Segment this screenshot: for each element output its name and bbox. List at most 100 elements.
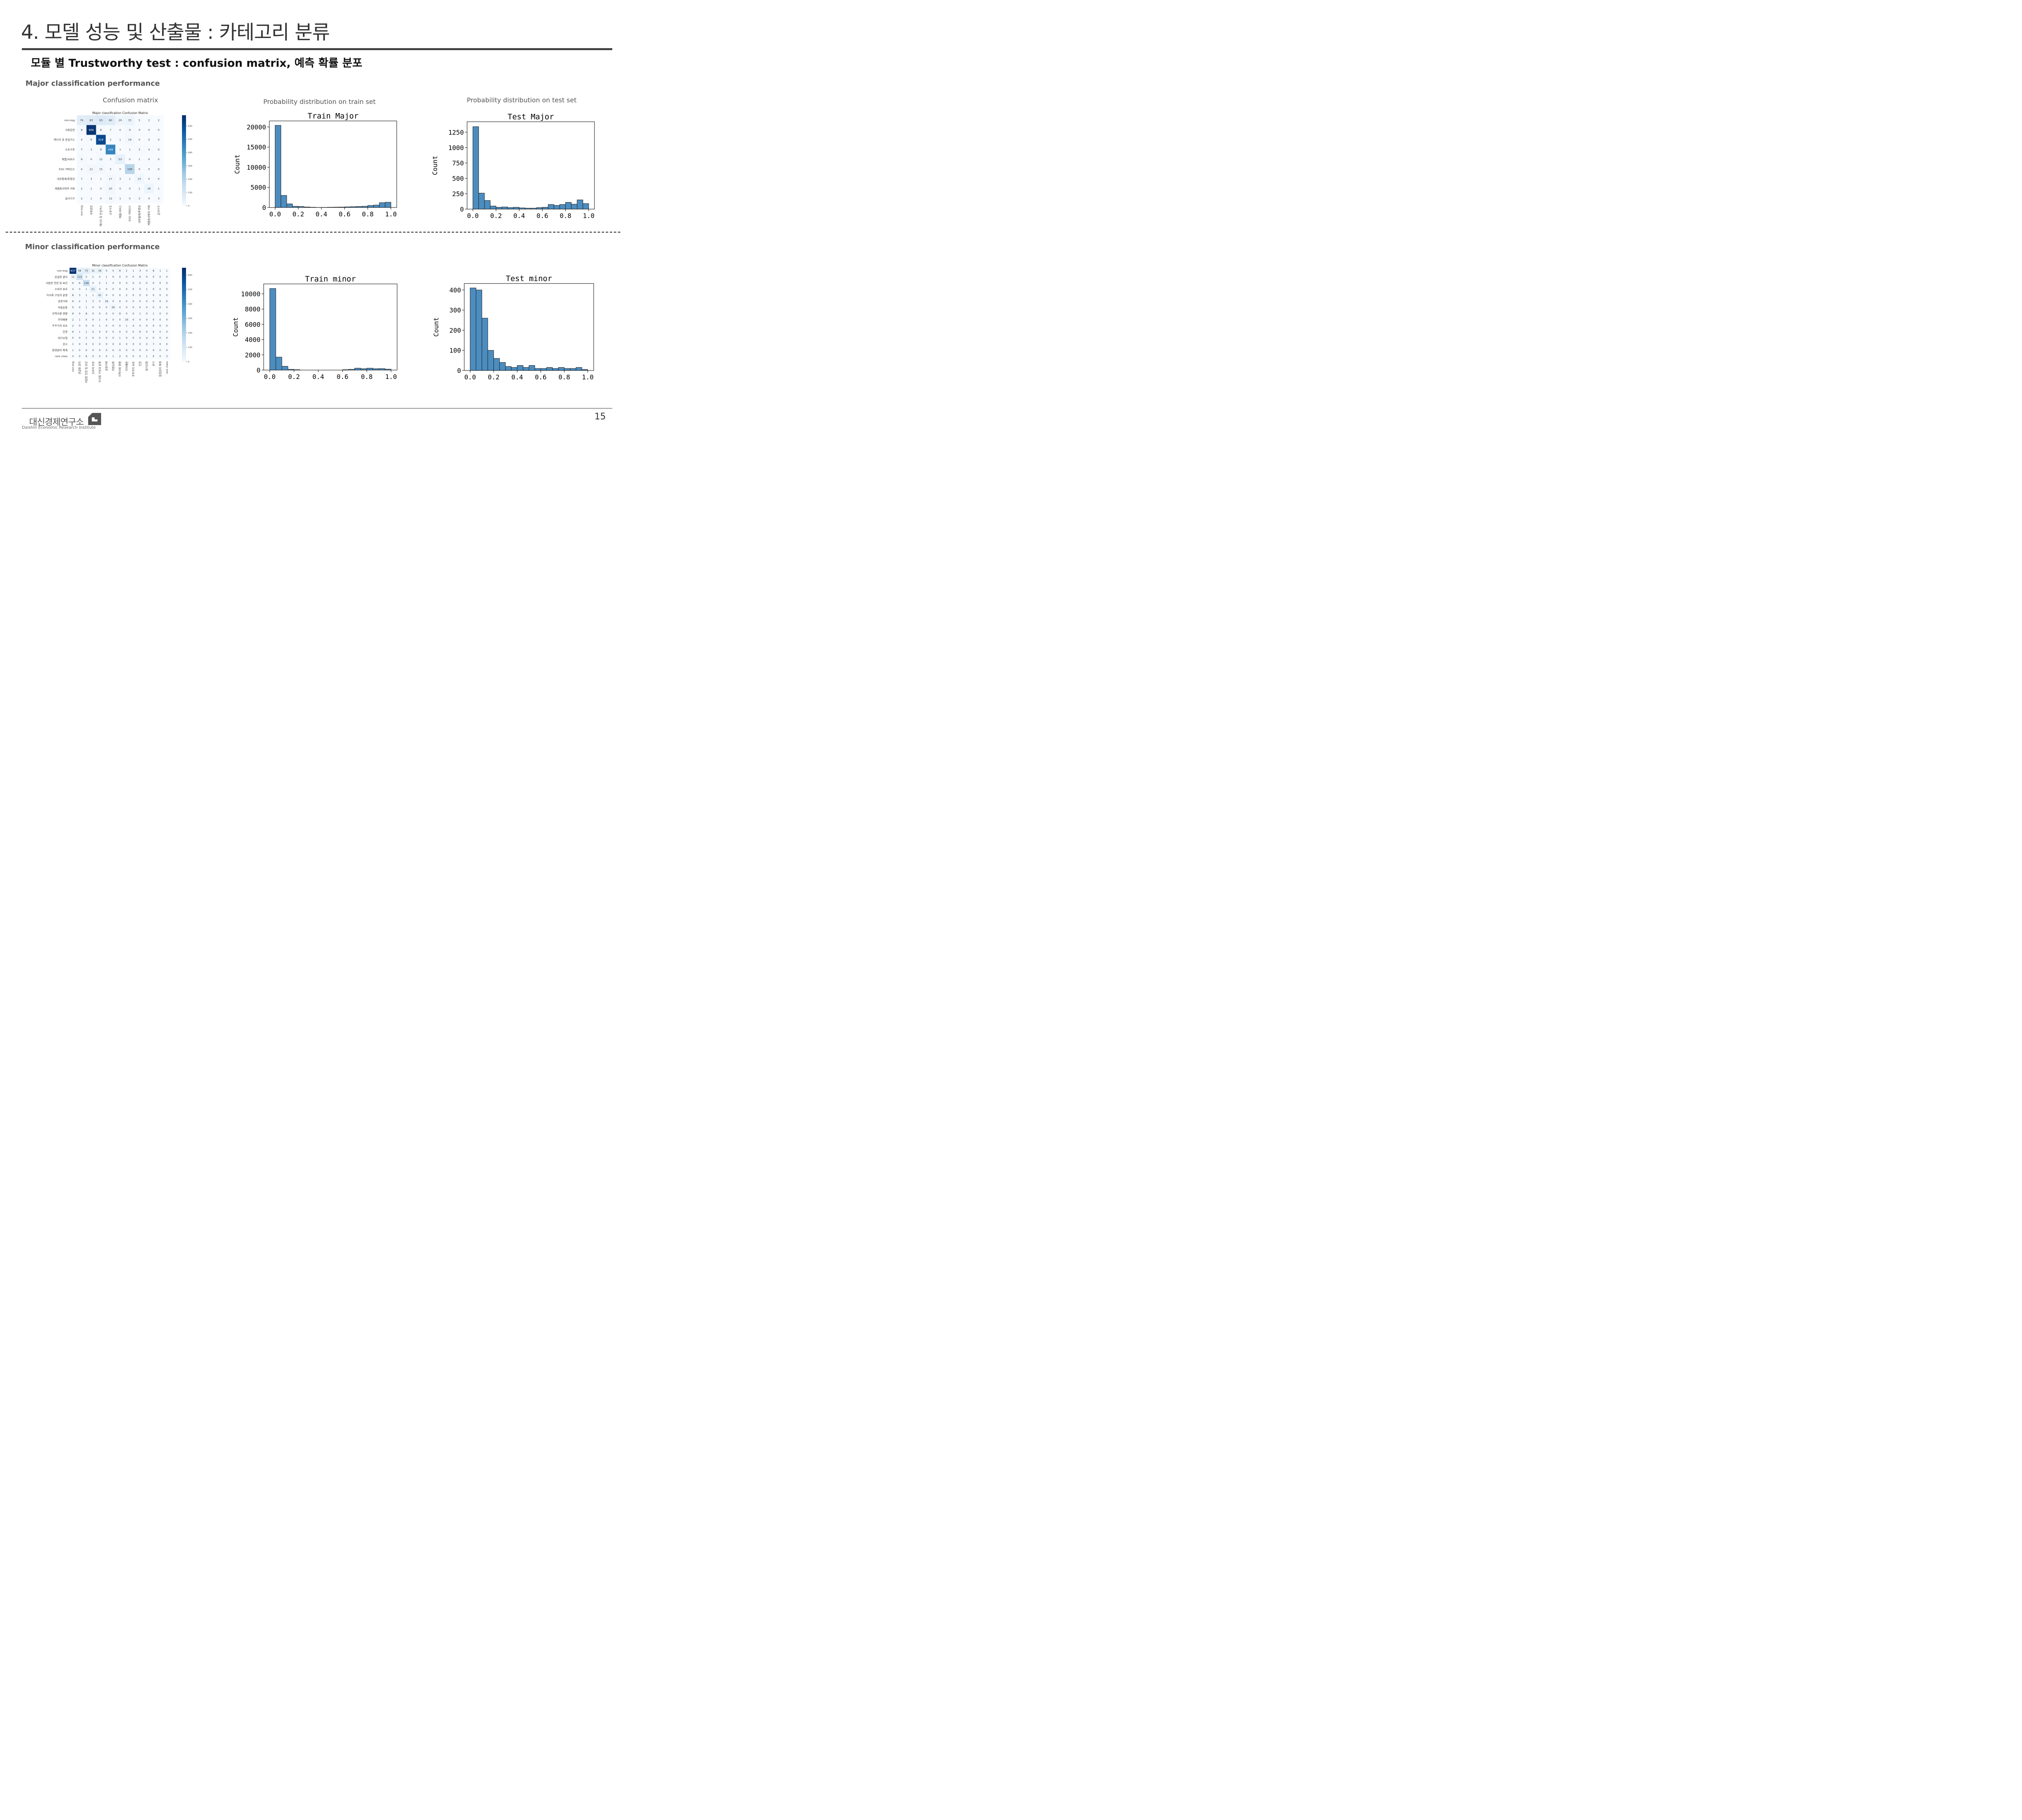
confusion-cell (125, 125, 135, 135)
confusion-cell-value: 4 (146, 337, 148, 340)
confusion-cell (83, 322, 90, 329)
x-tick-label: 0.6 (537, 212, 548, 220)
confusion-cell-value: 1 (119, 138, 121, 142)
confusion-cell (125, 144, 135, 155)
confusion-cell-value: 0 (153, 300, 154, 303)
confusion-cell-value: 83 (90, 119, 93, 122)
colorbar-segment (182, 176, 186, 179)
colorbar-segment (182, 185, 186, 188)
confusion-cell-value: 0 (159, 349, 161, 352)
confusion-cell (77, 184, 87, 194)
confusion-cell (70, 347, 76, 353)
confusion-cell (76, 298, 83, 305)
confusion-cell (76, 341, 83, 347)
confusion-cell (115, 174, 125, 184)
confusion-cell (115, 193, 125, 204)
confusion-cell-value: 0 (139, 138, 140, 142)
colorbar-segment (182, 336, 186, 339)
confusion-cell-value: 2 (81, 187, 82, 190)
confusion-cell (143, 316, 150, 323)
confusion-row-label: non-esg (64, 119, 75, 122)
confusion-cell (125, 135, 135, 145)
colorbar-segment (182, 352, 186, 355)
confusion-cell-value: 0 (72, 337, 74, 340)
confusion-cell-value: 5 (110, 167, 111, 171)
confusion-cell (137, 341, 144, 347)
confusion-cell-value: 0 (158, 128, 159, 131)
confusion-cell (96, 268, 104, 274)
confusion-row-label: 이사회 구성과 운영 (47, 293, 68, 297)
confusion-cell (143, 329, 150, 335)
confusion-cell (154, 115, 164, 125)
colorbar-segment (182, 291, 186, 294)
confusion-cell-value: 0 (146, 343, 148, 346)
confusion-cell-value: 4 (92, 331, 94, 334)
confusion-cell (137, 335, 144, 341)
confusion-row-label: non-esg (57, 269, 68, 273)
confusion-cell (143, 304, 150, 311)
confusion-cell-value: 1 (91, 187, 92, 190)
confusion-cell-value: 0 (92, 282, 94, 285)
confusion-col-label: 공정거래 (104, 361, 108, 371)
confusion-cell (157, 268, 164, 274)
colorbar-segment (182, 129, 186, 131)
confusion-cell (103, 292, 110, 298)
confusion-cell (96, 329, 104, 335)
confusion-cell-value: 0 (166, 276, 168, 279)
y-tick-label: 20000 (247, 123, 266, 131)
colorbar-tick-label: 600 (188, 125, 192, 127)
histogram-bar (496, 207, 502, 210)
colorbar-segment (182, 133, 186, 136)
confusion-cell (137, 268, 144, 274)
histogram-bar (575, 367, 582, 371)
confusion-cell (163, 329, 171, 335)
confusion-cell (83, 274, 90, 280)
confusion-cell (70, 316, 76, 323)
confusion-cell-value: 0 (112, 300, 114, 303)
confusion-cell (116, 292, 124, 298)
confusion-cell (150, 274, 157, 280)
confusion-cell (89, 286, 97, 292)
y-tick-label: 0 (460, 205, 464, 213)
confusion-cell (144, 125, 154, 135)
confusion-cell (115, 144, 125, 155)
confusion-cell-value: 0 (126, 355, 127, 358)
confusion-cell (115, 125, 125, 135)
confusion-cell-value: 0 (133, 288, 134, 291)
confusion-cell-value: 58 (78, 270, 81, 273)
confusion-cell (134, 174, 144, 184)
confusion-cell (96, 322, 104, 329)
confusion-cell-value: 0 (139, 349, 141, 352)
confusion-cell-value: 0 (119, 128, 121, 131)
confusion-cell-value: 0 (158, 148, 159, 151)
confusion-cell-value: 1 (158, 187, 159, 190)
confusion-cell (96, 135, 106, 145)
confusion-cell (96, 274, 104, 280)
confusion-cell (144, 174, 154, 184)
confusion-cell (86, 135, 96, 145)
confusion-cell (89, 280, 97, 286)
confusion-row-label: ESG 거버넌스 (59, 167, 75, 171)
colorbar-segment (182, 331, 186, 334)
y-tick-label: 10000 (247, 163, 266, 171)
confusion-cell-value: 0 (106, 343, 107, 346)
confusion-cell-value: 20 (109, 187, 112, 190)
confusion-cell-value: 0 (133, 355, 134, 358)
confusion-cell-value: 9 (81, 158, 82, 161)
y-tick-label: 1000 (448, 144, 464, 152)
confusion-cell-value: 0 (99, 337, 101, 340)
confusion-row-label: 사업장 안전 및 보건 (46, 281, 68, 285)
confusion-cell (123, 347, 130, 353)
confusion-cell (143, 292, 150, 298)
histogram-bar (379, 202, 385, 208)
confusion-cell-value: 5 (139, 119, 140, 122)
x-tick-label: 0.0 (464, 373, 476, 381)
confusion-cell (110, 286, 117, 292)
confusion-cell-value: 0 (129, 187, 131, 190)
confusion-cell (70, 329, 76, 335)
confusion-cell (137, 292, 144, 298)
colorbar-tick-label: 200 (188, 178, 192, 181)
confusion-cell (123, 304, 130, 311)
colorbar-segment (182, 333, 186, 336)
histogram-bar (517, 365, 523, 371)
